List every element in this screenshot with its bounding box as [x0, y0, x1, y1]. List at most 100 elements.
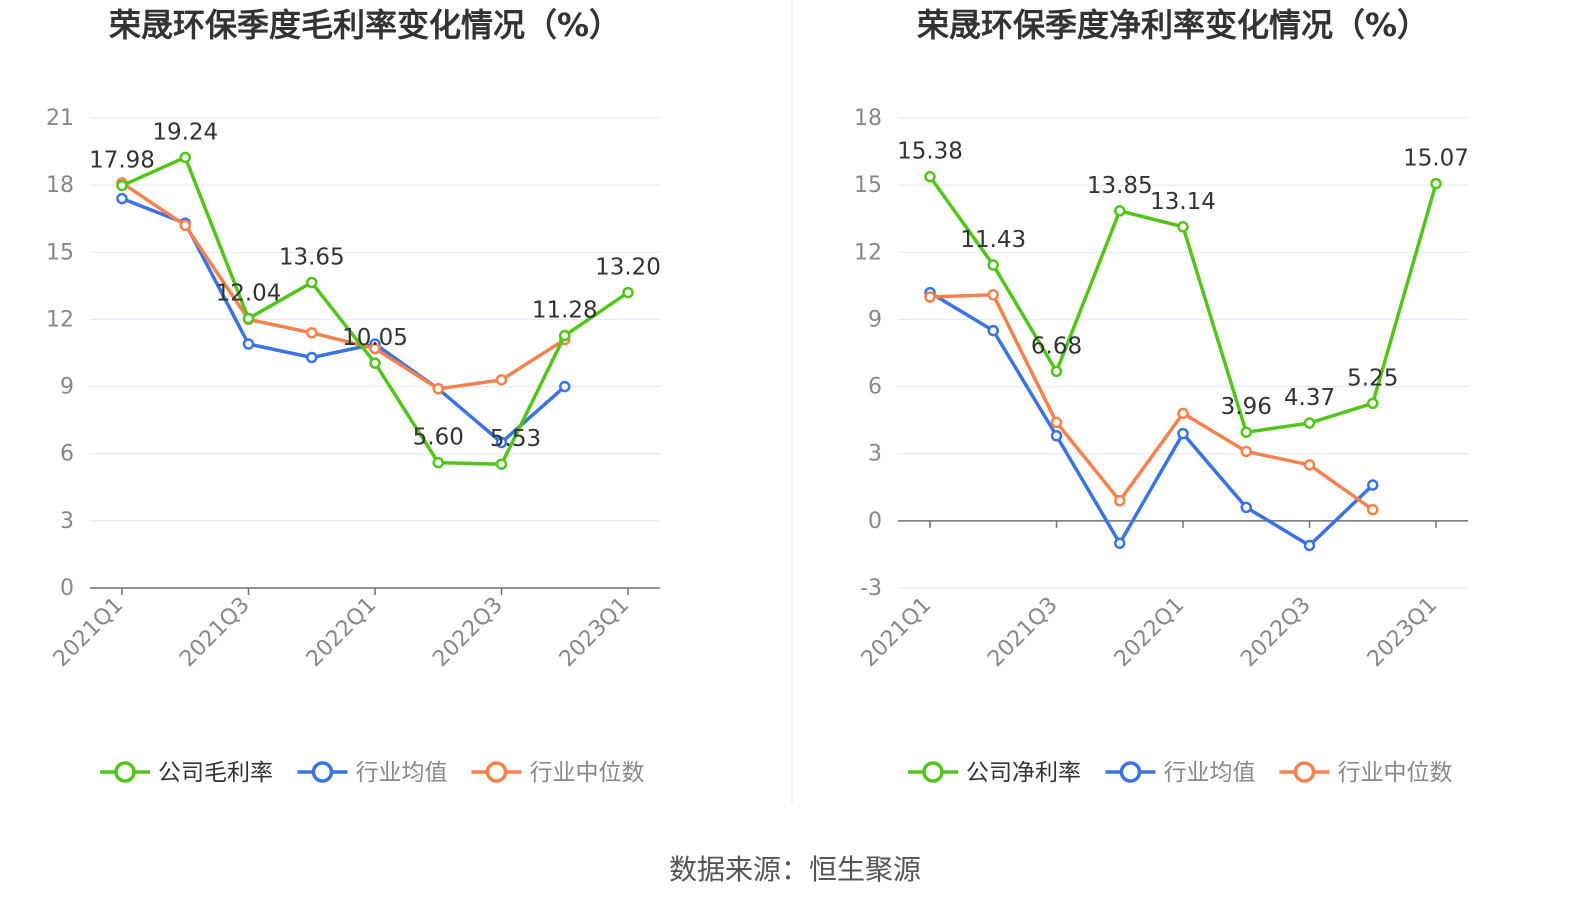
data-point [495, 374, 508, 386]
data-label: 4.37 [1284, 385, 1335, 411]
data-label: 15.07 [1403, 146, 1469, 172]
x-tick-label: 2021Q3 [175, 593, 254, 672]
x-tick-label: 2022Q1 [302, 593, 381, 672]
data-point [559, 329, 571, 342]
data-point [306, 276, 318, 289]
y-tick-label: 9 [868, 307, 882, 332]
data-point [1240, 426, 1252, 438]
x-tick-label: 2021Q1 [49, 593, 128, 672]
data-point [432, 383, 444, 395]
data-point [987, 289, 999, 301]
legend-label: 公司净利率 [966, 760, 1081, 786]
data-point [116, 192, 128, 205]
y-tick-label: 21 [46, 106, 74, 131]
y-tick-label: 15 [46, 240, 74, 265]
legend-marker-circle [1293, 761, 1316, 783]
data-point [306, 327, 318, 339]
data-point [1177, 221, 1189, 233]
y-tick-label: 6 [60, 442, 74, 467]
data-point [1114, 205, 1126, 217]
series-line [121, 181, 566, 391]
data-point [924, 170, 936, 183]
data-point [987, 259, 999, 271]
data-label: 15.38 [897, 139, 963, 165]
data-point [369, 342, 381, 355]
data-label: 13.14 [1150, 189, 1216, 215]
chart-title-2: 荣晟环保季度净利率变化情况（%） [917, 6, 1429, 44]
legend-marker-circle [922, 761, 944, 783]
legend-marker-circle [114, 761, 136, 783]
legend-marker-circle [311, 761, 334, 783]
data-label: 13.20 [595, 255, 661, 281]
legend-label: 行业中位数 [1338, 760, 1453, 786]
legend-marker-circle [485, 761, 508, 783]
y-tick-label: 6 [868, 375, 882, 400]
x-tick-label: 2022Q1 [1110, 593, 1189, 672]
x-tick-label: 2023Q1 [1363, 593, 1442, 672]
x-tick-label: 2021Q1 [857, 593, 936, 672]
data-label: 13.65 [279, 245, 345, 271]
y-tick-label: 15 [854, 173, 882, 198]
data-point [1050, 416, 1063, 429]
data-point [495, 436, 508, 449]
data-label: 11.28 [532, 298, 598, 324]
data-point [1367, 503, 1379, 516]
data-point [1367, 479, 1379, 491]
data-label: 12.04 [216, 281, 282, 307]
y-tick-label: 3 [60, 509, 74, 534]
data-point [369, 357, 381, 369]
series-line [928, 175, 1438, 434]
data-label: 10.05 [342, 325, 408, 351]
data-point [1114, 537, 1126, 549]
data-point [1114, 494, 1126, 507]
data-label: 13.85 [1087, 173, 1153, 199]
data-point [622, 286, 634, 299]
series-line [929, 291, 1374, 548]
data-point [987, 324, 999, 337]
legend-marker-circle [1119, 761, 1142, 783]
data-source-text: 数据来源：恒生聚源 [668, 853, 921, 886]
y-tick-label: 12 [46, 307, 74, 332]
data-point [242, 312, 255, 325]
x-tick-label: 2022Q3 [428, 593, 507, 672]
chart-title-1: 荣晟环保季度毛利率变化情况（%） [109, 6, 621, 44]
data-point [1240, 445, 1252, 458]
legend-label: 行业均值 [356, 760, 448, 786]
data-point [179, 151, 191, 164]
data-point [495, 458, 508, 470]
data-point [1367, 397, 1379, 410]
y-tick-label: 9 [60, 375, 74, 400]
y-tick-label: 3 [868, 442, 882, 467]
data-point [116, 179, 128, 192]
data-point [1303, 539, 1316, 552]
data-point [432, 456, 444, 469]
data-point [242, 338, 255, 350]
data-label: 5.53 [490, 426, 541, 452]
data-point [1177, 427, 1189, 440]
y-tick-label: 18 [46, 173, 74, 198]
data-label: 3.96 [1221, 394, 1272, 420]
data-point [1430, 177, 1442, 190]
data-point [1050, 430, 1063, 442]
y-tick-label: -3 [860, 576, 882, 601]
x-tick-label: 2021Q3 [983, 593, 1062, 672]
y-tick-label: 0 [868, 509, 882, 534]
data-label: 19.24 [152, 119, 218, 145]
y-tick-label: 0 [60, 576, 74, 601]
y-tick-label: 12 [854, 240, 882, 265]
data-point [1050, 365, 1063, 378]
legend-label: 行业均值 [1164, 760, 1256, 786]
data-point [1177, 407, 1189, 420]
y-tick-label: 18 [854, 106, 882, 131]
legend-label: 行业中位数 [530, 760, 645, 786]
data-point [306, 351, 318, 364]
data-point [1303, 417, 1316, 429]
data-label: 17.98 [89, 148, 155, 174]
data-point [1240, 501, 1252, 514]
data-label: 11.43 [960, 227, 1026, 253]
data-point [179, 219, 191, 232]
data-point [1303, 459, 1316, 471]
data-label: 5.60 [413, 425, 464, 451]
x-tick-label: 2022Q3 [1236, 593, 1315, 672]
